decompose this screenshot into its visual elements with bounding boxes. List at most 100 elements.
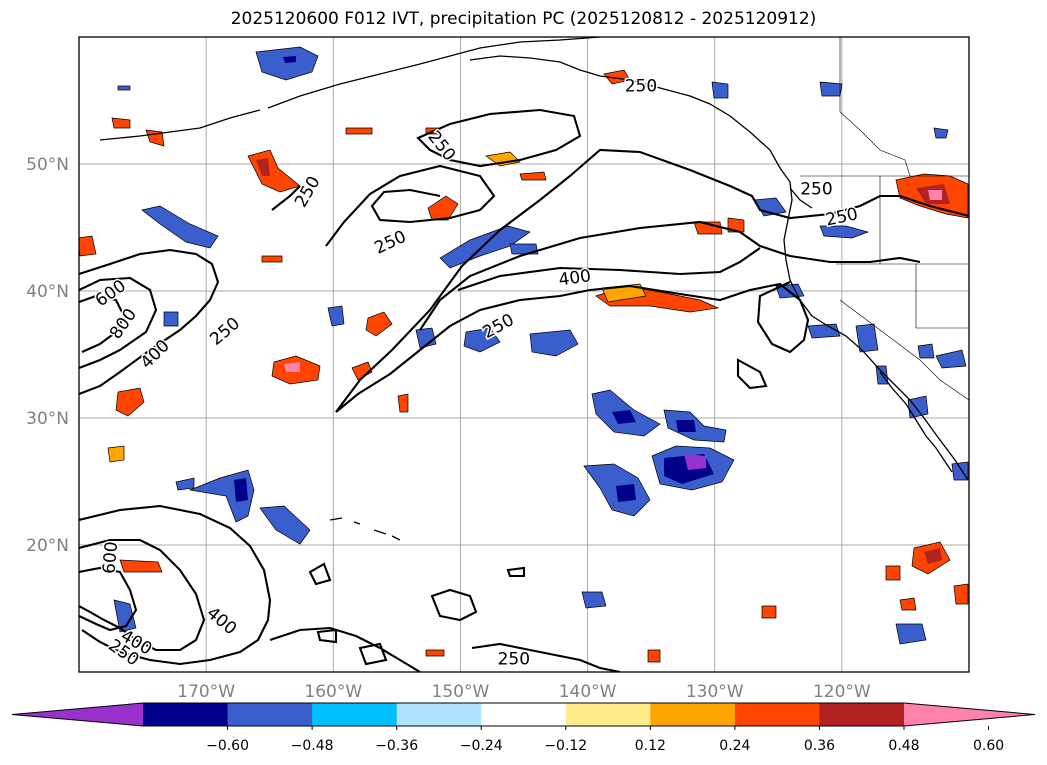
colorbar-tick-label: 0.48 [888,738,919,754]
precip-negative [684,454,706,470]
precip-positive [284,362,300,372]
west-coast [783,181,969,481]
precip-positive [365,311,393,337]
precip-negative [234,478,248,502]
colorbar-extend-high [904,703,1035,726]
contour-line [335,148,969,413]
contour-label: 250 [824,204,860,230]
precip-negative [529,329,579,357]
precip-positive [107,445,125,463]
colorbar-bin [819,703,905,726]
colorbar-tick-label: −0.48 [291,738,334,754]
precip-positive [115,387,145,417]
colorbar-outline [11,702,1036,727]
precip-positive [647,649,661,663]
precip-negative [819,81,843,97]
map-frame [78,36,970,673]
precip-positive [397,393,409,413]
precip-negative [463,327,501,353]
precip-negative [807,323,841,339]
colorbar-bin [565,703,651,726]
precip-negative [819,225,870,239]
gridlines [79,37,969,672]
lon-tick-label: 130°W [686,682,744,702]
precip-negative [907,395,929,419]
contour-line [430,588,478,622]
precip-negative [509,243,539,255]
contour-label: 250 [291,173,325,211]
precip-negative [711,81,729,99]
contour-label: 600 [99,541,122,575]
contour-line [271,185,301,211]
precip-negative [163,311,179,327]
precip-positive [425,649,445,657]
contour-label: 800 [106,305,141,343]
precip-positive [79,235,97,257]
ivt-contours [79,108,969,672]
longitude-labels: 170°W 160°W 150°W 140°W 130°W 120°W [177,682,871,702]
contour-line [79,248,220,395]
contour-line [335,281,810,413]
contour-label: 250 [206,314,244,350]
precip-positive [899,597,917,611]
contour-label: 400 [557,266,592,290]
contour-label: 400 [203,603,241,639]
precip-negative [895,623,927,645]
colorbar-bin [312,703,398,726]
vancouver-island [789,187,813,209]
precip-negative [327,305,345,327]
precip-positive [727,217,745,233]
precip-positive [519,171,547,181]
lon-tick-label: 160°W [304,682,362,702]
colorbar-bin [227,703,313,726]
lon-tick-label: 140°W [559,682,617,702]
contour-line [471,642,621,672]
precip-negative [933,127,949,139]
precip-positive [885,565,901,581]
latitude-labels: 50°N 40°N 30°N 20°N [26,155,69,556]
colorbar-tick-label: 0.60 [973,738,1004,754]
precip-positive [119,559,163,573]
coastlines [99,37,969,541]
precip-negative [616,484,636,502]
colorbar-tick-label: −0.60 [206,738,249,754]
contour-line [308,562,332,586]
precip-negative [935,349,967,369]
contour-line [457,247,761,291]
colorbar-tick-label: −0.12 [544,738,587,754]
precip-negative [855,323,879,353]
precip-positive [256,158,270,176]
precip-negative [676,420,696,432]
precip-negative [283,56,296,63]
precip-negative [415,327,437,349]
precip-negative [917,343,935,359]
precip-negative [117,85,131,91]
precip-positive [345,127,373,135]
precip-positive [761,605,777,619]
colorbar-tick-label: 0.12 [635,738,666,754]
contour-line [79,294,126,353]
precip-negative [612,410,636,424]
precip-negative [141,205,219,249]
contour-label: 250 [498,649,530,669]
colorbar-tick-label: 0.24 [719,738,750,754]
colorbar-tick-label: −0.36 [375,738,418,754]
hawaii [329,517,401,541]
contour-line [79,504,272,666]
contour-line [325,164,496,247]
colorbar-bin [143,703,229,726]
precip-positive [261,255,283,263]
colorbar: −0.60 −0.48 −0.36 −0.24 −0.12 0.12 0.24 0.36 0.4… [11,702,1036,754]
lon-tick-label: 150°W [432,682,490,702]
colorbar-tick-label: −0.24 [460,738,503,754]
contour-label: 250 [480,310,518,343]
lat-tick-label: 40°N [26,282,69,302]
contour-line [419,220,921,331]
lat-tick-label: 20°N [26,536,69,556]
colorbar-bin [650,703,736,726]
precip-negative [259,505,311,545]
baja-california [879,371,953,473]
colorbar-tick-label: 0.36 [804,738,835,754]
precip-positive [427,195,459,221]
